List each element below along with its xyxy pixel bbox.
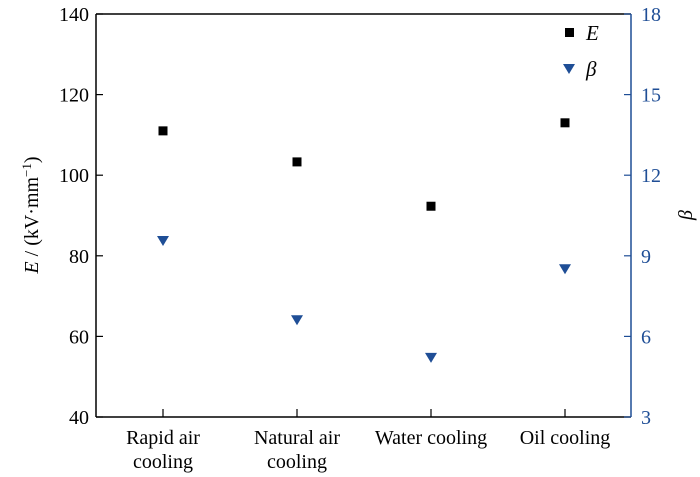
x-tick-label-line: cooling: [267, 451, 327, 473]
data-point-beta: [157, 236, 169, 247]
x-tick-label-line: Rapid air: [126, 427, 200, 449]
left-y-axis-title-exponent: −1: [19, 163, 34, 177]
left-tick-label: 120: [59, 85, 89, 107]
x-tick-label-line: cooling: [133, 451, 193, 473]
data-point-beta: [559, 264, 571, 275]
x-tick-label: Natural air cooling: [254, 427, 340, 473]
left-tick-label: 100: [59, 165, 89, 187]
data-point-beta: [425, 352, 437, 363]
left-y-axis-title-close: ): [21, 156, 43, 163]
x-tick-label-line: Oil cooling: [520, 427, 611, 449]
right-y-axis-ticks: 3 6 9 12 15 18: [624, 4, 661, 429]
data-point-e: [292, 157, 302, 167]
x-tick-label-line: Water cooling: [375, 427, 487, 449]
x-tick-label: Oil cooling: [520, 427, 611, 449]
legend: E β: [563, 21, 599, 81]
data-point-e: [426, 201, 436, 211]
right-y-axis-title: β: [675, 210, 697, 221]
left-tick-label: 140: [59, 4, 89, 26]
legend-marker-e: [565, 28, 574, 37]
right-tick-label: 18: [641, 4, 661, 26]
x-tick-label-line: Natural air: [254, 427, 340, 449]
right-tick-label: 15: [641, 85, 661, 107]
left-y-axis-ticks: 40 60 80 100 120 140: [59, 4, 103, 429]
right-tick-label: 12: [641, 165, 661, 187]
data-point-beta: [291, 315, 303, 326]
right-tick-label: 3: [641, 407, 651, 429]
data-marks: [157, 118, 571, 363]
legend-label-e: E: [585, 21, 599, 45]
x-tick-label: Water cooling: [375, 427, 487, 449]
legend-marker-beta: [563, 64, 575, 74]
left-y-axis-title-unit: / (kV·mm: [21, 176, 43, 261]
left-y-axis-title: E / (kV·mm−1): [19, 156, 44, 274]
left-tick-label: 60: [69, 326, 89, 348]
left-y-axis-title-symbol: E: [21, 261, 43, 274]
right-tick-label: 9: [641, 246, 651, 268]
data-point-e: [158, 126, 168, 136]
x-tick-label: Rapid air cooling: [126, 427, 200, 473]
left-tick-label: 80: [69, 246, 89, 268]
legend-label-beta: β: [585, 57, 597, 81]
data-point-e: [560, 118, 570, 128]
left-tick-label: 40: [69, 407, 89, 429]
right-tick-label: 6: [641, 326, 651, 348]
